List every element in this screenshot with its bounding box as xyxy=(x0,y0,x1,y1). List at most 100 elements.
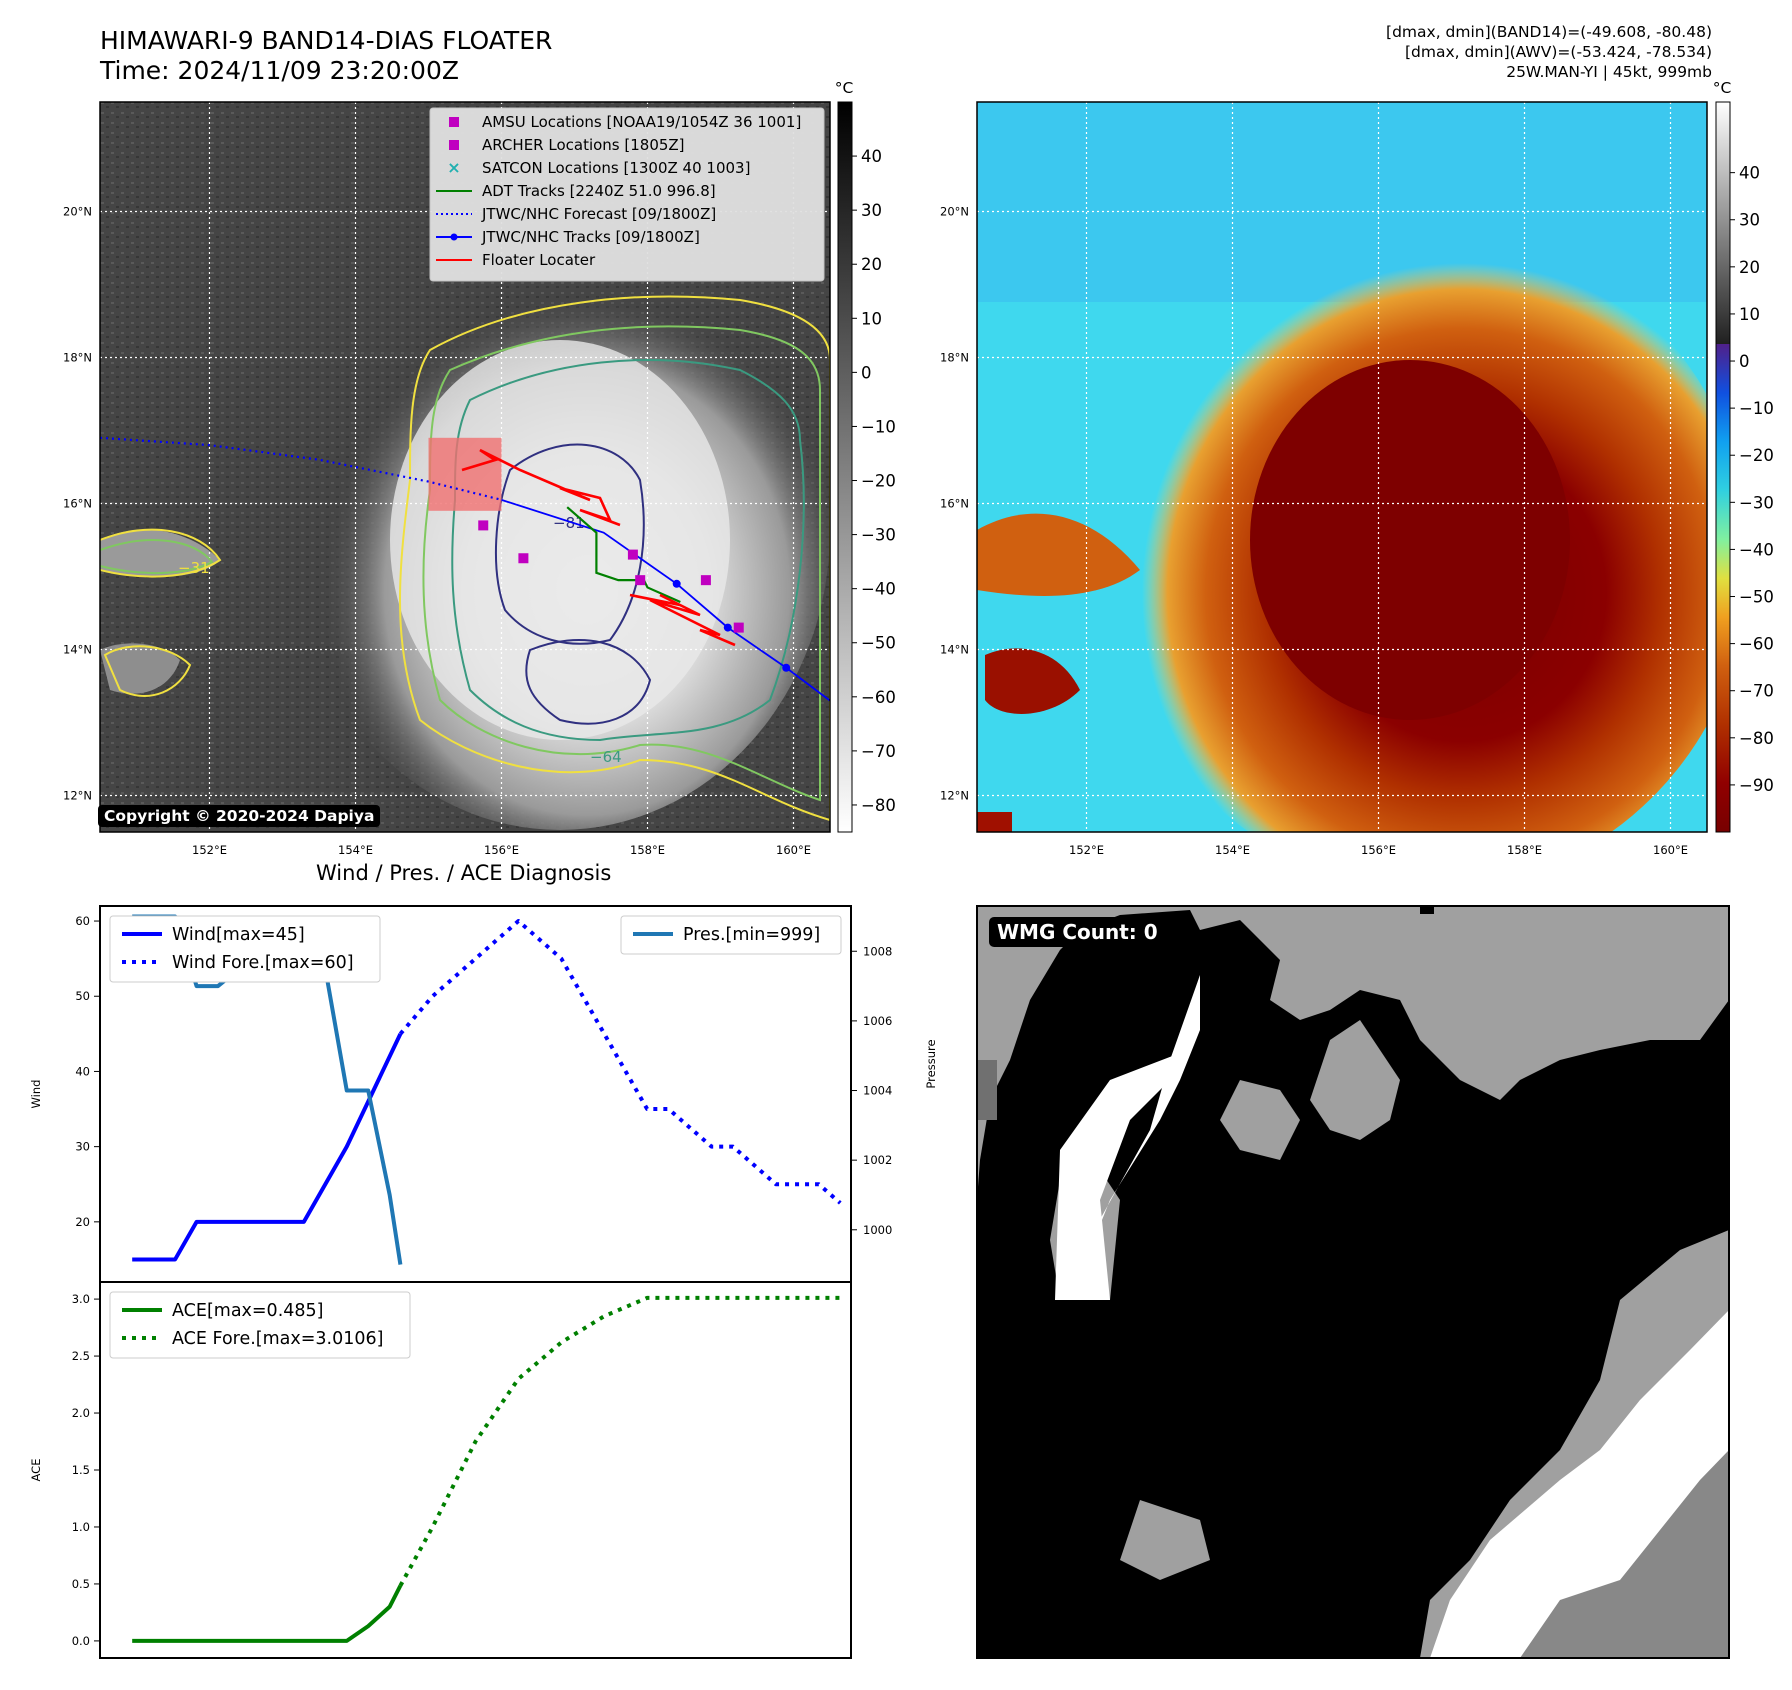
y-tick-label: 1.5 xyxy=(72,1463,90,1477)
contour-label: −31 xyxy=(178,559,210,577)
lat-tick-label: 14°N xyxy=(63,643,92,657)
lon-tick-label: 160°E xyxy=(776,843,811,857)
contour-label: −64 xyxy=(590,748,622,766)
legend-label: ADT Tracks [2240Z 51.0 996.8] xyxy=(482,182,716,200)
lat-tick-label: 20°N xyxy=(63,205,92,219)
colorbar-tick-label: −50 xyxy=(1739,588,1774,607)
colorbar-tick-label: −40 xyxy=(861,580,896,599)
legend-label: AMSU Locations [NOAA19/1054Z 36 1001] xyxy=(482,113,801,131)
y-tick-label: 2.5 xyxy=(72,1349,90,1363)
colorbar-tick-label: −30 xyxy=(1739,493,1774,512)
lat-tick-label: 18°N xyxy=(63,351,92,365)
diagnosis-title: Wind / Pres. / ACE Diagnosis xyxy=(316,861,612,885)
awv-colorbar xyxy=(1715,101,1731,833)
y-tick-label: 3.0 xyxy=(72,1292,90,1306)
legend-label: Wind[max=45] xyxy=(172,925,305,945)
cloud-contour xyxy=(100,539,214,575)
y-tick-label: 1.0 xyxy=(72,1520,90,1534)
jtwc-track-line xyxy=(501,498,830,702)
y-axis-label: ACE xyxy=(29,1459,43,1482)
figure-title: HIMAWARI-9 BAND14-DIAS FLOATER xyxy=(100,26,553,55)
legend-label: ACE[max=0.485] xyxy=(172,1301,323,1321)
legend-box xyxy=(620,915,842,955)
cloud-contour xyxy=(103,645,192,697)
legend-label: Wind Fore.[max=60] xyxy=(172,953,354,973)
cloud-contour xyxy=(422,325,821,802)
colorbar-tick-label: −50 xyxy=(861,634,896,653)
floater-locater-line xyxy=(629,593,736,647)
colorbar-tick-label: −80 xyxy=(1739,729,1774,748)
figure-time: Time: 2024/11/09 23:20:00Z xyxy=(100,56,459,85)
colorbar-tick-label: −70 xyxy=(1739,682,1774,701)
colorbar-tick-label: −30 xyxy=(861,526,896,545)
colorbar-tick-label: −40 xyxy=(1739,540,1774,559)
colorbar-tick-label: −80 xyxy=(861,796,896,815)
lon-tick-label: 152°E xyxy=(192,843,227,857)
amsu-marker xyxy=(700,575,711,586)
colorbar-tick-label: 20 xyxy=(861,255,882,274)
awv-map-frame xyxy=(976,101,1708,833)
floater-box xyxy=(428,437,502,511)
amsu-marker xyxy=(733,622,744,633)
legend-label: Pres.[min=999] xyxy=(683,925,820,945)
y-right-tick-label: 1006 xyxy=(863,1014,892,1028)
lat-tick-label: 16°N xyxy=(63,497,92,511)
legend-box xyxy=(109,915,381,983)
legend-label: JTWC/NHC Tracks [09/1800Z] xyxy=(481,228,700,246)
map-legend: AMSU Locations [NOAA19/1054Z 36 1001] ARC… xyxy=(429,107,825,282)
lat-tick-label: 12°N xyxy=(63,789,92,803)
adt-track-line xyxy=(566,506,681,604)
colorbar-tick-label: 40 xyxy=(861,147,882,166)
colorbar-tick-label: 10 xyxy=(861,309,882,328)
series-line xyxy=(398,919,842,1205)
colorbar-tick-label: −20 xyxy=(1739,446,1774,465)
cloud-contour xyxy=(525,639,652,725)
legend-label: SATCON Locations [1300Z 40 1003] xyxy=(482,159,750,177)
lat-tick-label: 16°N xyxy=(940,497,969,511)
lon-tick-label: 152°E xyxy=(1069,843,1104,857)
lat-tick-label: 14°N xyxy=(940,643,969,657)
cloud-contour xyxy=(451,359,805,742)
lon-tick-label: 156°E xyxy=(484,843,519,857)
colorbar-tick-label: −10 xyxy=(861,417,896,436)
y-tick-label: 50 xyxy=(75,989,90,1003)
y-tick-label: 30 xyxy=(75,1140,90,1154)
colorbar-tick-label: −10 xyxy=(1739,399,1774,418)
y-right-axis-label: Pressure xyxy=(924,1039,938,1088)
jtwc-track-point xyxy=(723,623,732,632)
legend-label: ACE Fore.[max=3.0106] xyxy=(172,1329,383,1349)
y-tick-label: 0.5 xyxy=(72,1577,90,1591)
y-right-tick-label: 1008 xyxy=(863,944,892,958)
y-tick-label: 60 xyxy=(75,914,90,928)
colorbar-tick-label: 10 xyxy=(1739,305,1760,324)
series-line xyxy=(132,1032,403,1262)
wmg-panel xyxy=(976,905,1730,1659)
lon-tick-label: 154°E xyxy=(338,843,373,857)
colorbar-tick-label: 0 xyxy=(861,363,872,382)
floater-locater-line xyxy=(461,448,621,527)
legend-swatch: × xyxy=(447,158,460,177)
lat-tick-label: 20°N xyxy=(940,205,969,219)
legend-label: Floater Locater xyxy=(482,251,596,269)
colorbar-tick-label: 30 xyxy=(1739,211,1760,230)
y-tick-label: 20 xyxy=(75,1215,90,1229)
lon-tick-label: 158°E xyxy=(630,843,665,857)
colorbar-unit-label: °C xyxy=(835,79,854,97)
colorbar-tick-label: −20 xyxy=(861,472,896,491)
legend-box xyxy=(109,1291,411,1359)
legend-label: JTWC/NHC Forecast [09/1800Z] xyxy=(481,205,716,223)
colorbar-tick-label: −60 xyxy=(1739,635,1774,654)
colorbar-tick-label: 30 xyxy=(861,201,882,220)
colorbar-tick-label: 40 xyxy=(1739,164,1760,183)
lat-tick-label: 18°N xyxy=(940,351,969,365)
jtwc-track-point xyxy=(782,663,791,672)
stats-awv: [dmax, dmin](AWV)=(-53.424, -78.534) xyxy=(1405,43,1712,61)
y-axis-label: Wind xyxy=(29,1080,43,1109)
y-right-tick-label: 1002 xyxy=(863,1153,892,1167)
y-tick-label: 0.0 xyxy=(72,1634,90,1648)
series-line xyxy=(132,1584,403,1643)
cloud-contour xyxy=(100,528,222,578)
y-tick-label: 40 xyxy=(75,1064,90,1078)
lon-tick-label: 156°E xyxy=(1361,843,1396,857)
